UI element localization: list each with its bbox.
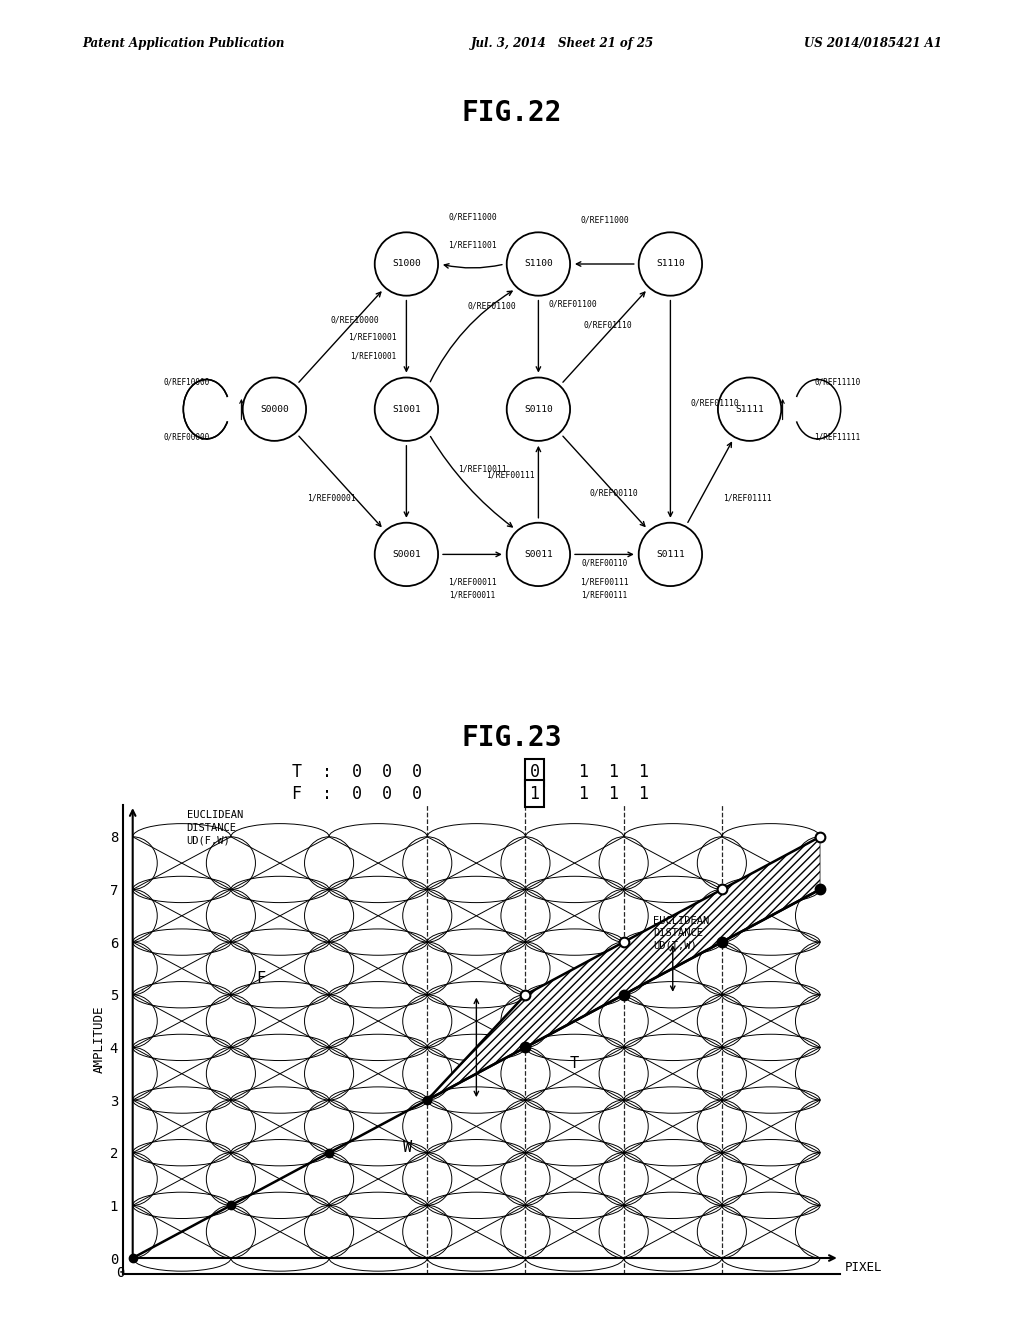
- Text: F  :  0  0  0: F : 0 0 0: [292, 784, 422, 803]
- Circle shape: [375, 523, 438, 586]
- Text: Jul. 3, 2014   Sheet 21 of 25: Jul. 3, 2014 Sheet 21 of 25: [471, 37, 654, 50]
- Text: 0/REF01100: 0/REF01100: [468, 301, 516, 310]
- Text: S1100: S1100: [524, 260, 553, 268]
- Circle shape: [507, 232, 570, 296]
- Text: 0/REF01100: 0/REF01100: [548, 300, 597, 308]
- Text: FIG.22: FIG.22: [462, 99, 562, 127]
- Text: W: W: [403, 1140, 413, 1155]
- Text: T  :  0  0  0: T : 0 0 0: [292, 763, 422, 781]
- Text: 0/REF11110: 0/REF11110: [814, 378, 860, 385]
- Polygon shape: [427, 837, 820, 1100]
- Text: EUCLIDEAN
DISTANCE
UD(F,W): EUCLIDEAN DISTANCE UD(F,W): [186, 810, 243, 845]
- Text: S0000: S0000: [260, 405, 289, 413]
- Text: 1  1  1: 1 1 1: [559, 784, 649, 803]
- Text: 1/REF10011: 1/REF10011: [458, 465, 507, 473]
- Text: 0/REF11000: 0/REF11000: [449, 213, 497, 220]
- Text: 1/REF00111: 1/REF00111: [580, 578, 629, 586]
- Text: 1/REF00011: 1/REF00011: [450, 591, 496, 599]
- Text: 1: 1: [529, 784, 540, 803]
- Text: 1/REF11001: 1/REF11001: [449, 242, 497, 249]
- Text: T: T: [570, 1056, 580, 1071]
- Circle shape: [507, 378, 570, 441]
- Text: 0: 0: [117, 1266, 125, 1280]
- Text: 1/REF00111: 1/REF00111: [486, 471, 536, 479]
- Text: S0001: S0001: [392, 550, 421, 558]
- Text: 0/REF01110: 0/REF01110: [690, 399, 739, 407]
- Circle shape: [375, 378, 438, 441]
- Text: F: F: [256, 972, 265, 986]
- Text: S0111: S0111: [656, 550, 685, 558]
- Text: S1111: S1111: [735, 405, 764, 413]
- Circle shape: [243, 378, 306, 441]
- Text: 0/REF00110: 0/REF00110: [582, 558, 628, 568]
- Text: 0/REF00000: 0/REF00000: [164, 433, 210, 441]
- Text: S1001: S1001: [392, 405, 421, 413]
- Text: Patent Application Publication: Patent Application Publication: [82, 37, 285, 50]
- Text: 0/REF00110: 0/REF00110: [590, 488, 639, 498]
- Circle shape: [375, 232, 438, 296]
- Text: US 2014/0185421 A1: US 2014/0185421 A1: [804, 37, 942, 50]
- Text: 0: 0: [529, 763, 540, 781]
- Y-axis label: AMPLITUDE: AMPLITUDE: [92, 1006, 105, 1073]
- Text: 1/REF00001: 1/REF00001: [307, 494, 356, 503]
- Text: 1  1  1: 1 1 1: [559, 763, 649, 781]
- Circle shape: [639, 523, 702, 586]
- Text: EUCLIDEAN
DISTANCE
UD(T,W): EUCLIDEAN DISTANCE UD(T,W): [653, 916, 710, 950]
- Circle shape: [718, 378, 781, 441]
- Text: S0011: S0011: [524, 550, 553, 558]
- Text: 0/REF01110: 0/REF01110: [584, 321, 632, 330]
- Text: PIXEL: PIXEL: [845, 1261, 882, 1274]
- Text: 1/REF01111: 1/REF01111: [723, 494, 772, 503]
- Text: S1110: S1110: [656, 260, 685, 268]
- Text: 1/REF10001: 1/REF10001: [350, 352, 396, 360]
- Text: 1/REF00011: 1/REF00011: [449, 578, 497, 586]
- Text: 1/REF10001: 1/REF10001: [348, 333, 396, 341]
- Text: 0/REF10000: 0/REF10000: [331, 315, 379, 325]
- Circle shape: [507, 523, 570, 586]
- Text: 1/REF11111: 1/REF11111: [814, 433, 860, 441]
- Text: 0/REF10000: 0/REF10000: [164, 378, 210, 385]
- Text: S0110: S0110: [524, 405, 553, 413]
- Text: 1/REF00111: 1/REF00111: [582, 591, 628, 599]
- Text: S1000: S1000: [392, 260, 421, 268]
- Circle shape: [639, 232, 702, 296]
- Text: 0/REF11000: 0/REF11000: [580, 215, 629, 224]
- Text: FIG.23: FIG.23: [462, 725, 562, 752]
